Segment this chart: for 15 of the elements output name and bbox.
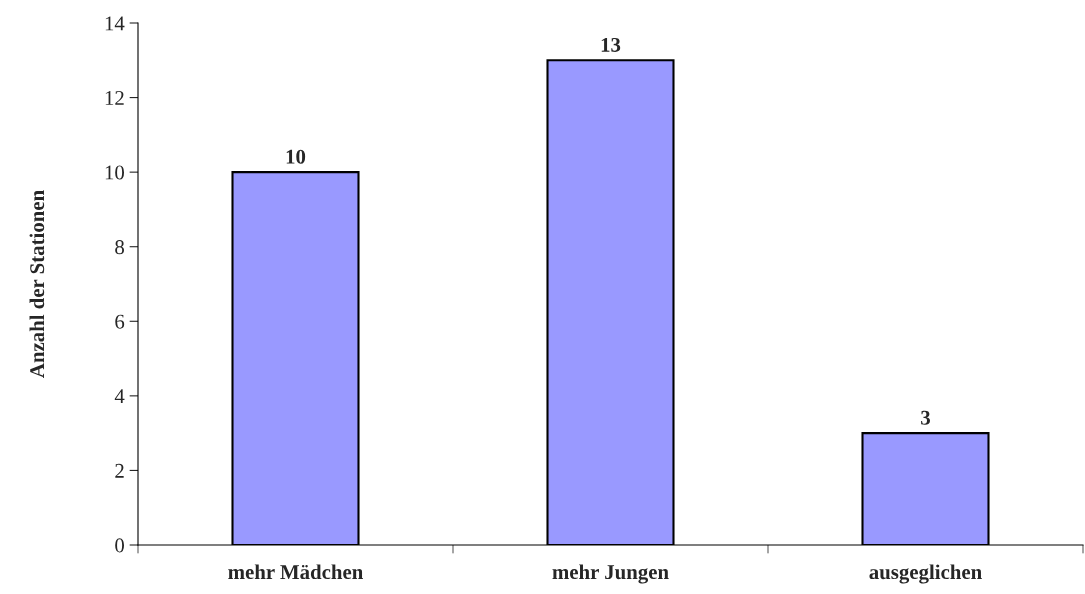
y-tick-label: 2 (115, 463, 124, 478)
data-label: 13 (601, 37, 621, 52)
data-label: 10 (286, 149, 306, 164)
y-tick-label: 4 (114, 389, 125, 404)
data-label: 3 (921, 410, 930, 425)
y-tick-label: 0 (115, 538, 125, 553)
y-tick-label: 6 (115, 314, 125, 329)
x-tick-label: mehr Jungen (552, 564, 669, 584)
x-tick-label: ausgeglichen (869, 564, 982, 584)
y-tick-label: 14 (105, 16, 125, 31)
y-axis-title: Anzahl der Stationen (29, 190, 45, 378)
x-tick-label: mehr Mädchen (228, 564, 363, 580)
y-tick-label: 12 (105, 91, 124, 105)
y-tick-label: 8 (115, 240, 125, 255)
y-tick-label: 10 (105, 165, 125, 180)
